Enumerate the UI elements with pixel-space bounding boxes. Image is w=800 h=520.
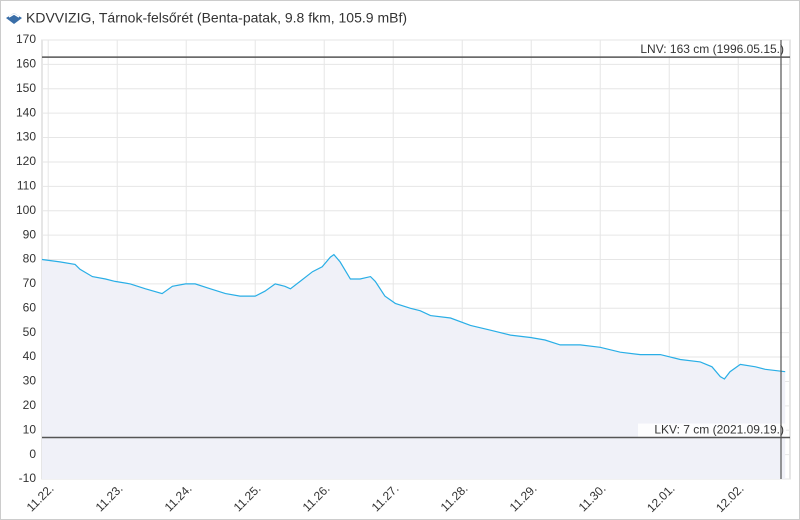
y-tick-label: 130 bbox=[16, 130, 36, 144]
logo bbox=[6, 13, 22, 24]
y-tick-label: 70 bbox=[23, 276, 37, 290]
y-tick-label: 60 bbox=[23, 300, 37, 314]
y-tick-label: 0 bbox=[29, 447, 36, 461]
y-tick-label: 140 bbox=[16, 105, 36, 119]
y-tick-label: 20 bbox=[23, 398, 37, 412]
y-tick-label: 40 bbox=[23, 349, 37, 363]
y-tick-label: 10 bbox=[23, 422, 37, 436]
line bbox=[41, 253, 786, 380]
threshold-label-bg bbox=[638, 423, 786, 437]
y-tick-label: 80 bbox=[23, 252, 37, 266]
y-tick-label: 170 bbox=[16, 32, 36, 46]
threshold-label: LKV: 7 cm (2021.09.19.) bbox=[654, 423, 784, 437]
y-tick-label: 50 bbox=[23, 325, 37, 339]
area bbox=[42, 254, 786, 479]
y-tick-label: 160 bbox=[16, 57, 36, 71]
y-tick-label: 120 bbox=[16, 154, 36, 168]
y-tick-label: 30 bbox=[23, 374, 37, 388]
threshold-label-bg bbox=[638, 43, 786, 57]
chart-title: KDVVIZIG, Tárnok-felsőrét (Benta-patak, … bbox=[26, 10, 407, 26]
y-tick-label: 100 bbox=[16, 203, 36, 217]
threshold-label: LNV: 163 cm (1996.05.15.) bbox=[640, 42, 784, 56]
y-tick-label: 150 bbox=[16, 81, 36, 95]
y-tick-label: -10 bbox=[19, 471, 37, 485]
y-tick-label: 90 bbox=[23, 227, 37, 241]
y-tick-label: 110 bbox=[17, 179, 36, 193]
